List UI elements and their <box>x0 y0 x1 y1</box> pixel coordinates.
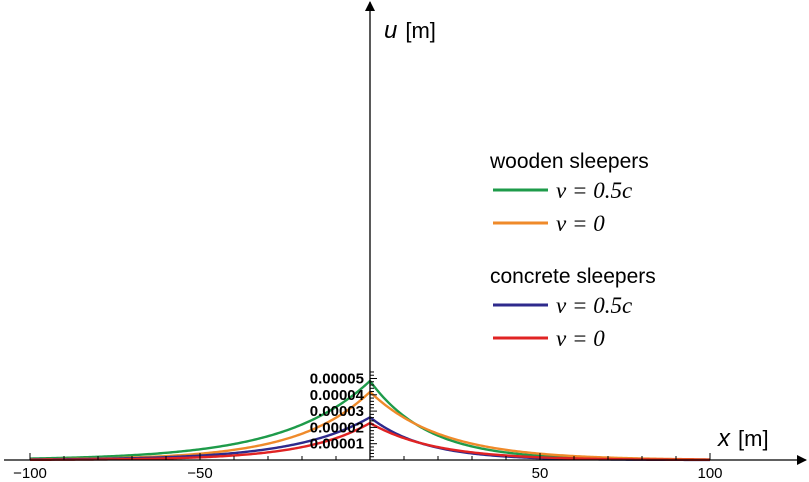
legend-entry-label: v = 0 <box>556 211 605 236</box>
legend: wooden sleepers v = 0.5c v = 0 concrete sle… <box>489 150 656 351</box>
axis-labels: u [m] x [m] <box>384 17 769 452</box>
y-axis-label: u [m] <box>384 17 436 44</box>
x-axis-label-variable: x <box>717 425 731 452</box>
x-axis-label-unit: [m] <box>738 426 769 451</box>
legend-entry-label: v = 0 <box>556 326 605 351</box>
y-axis-label-variable: u <box>384 17 397 44</box>
x-tick-label: −50 <box>187 465 212 482</box>
x-tick-label: 50 <box>532 465 549 482</box>
x-tick-label: 100 <box>697 465 722 482</box>
y-tick-label: 0.00002 <box>310 419 364 436</box>
y-axis-label-unit: [m] <box>405 18 436 43</box>
x-axis-label: x [m] <box>717 425 769 452</box>
x-tick-label: −100 <box>13 465 47 482</box>
y-tick-label: 0.00005 <box>310 371 364 388</box>
y-tick-label: 0.00004 <box>310 387 365 404</box>
legend-group-title: concrete sleepers <box>490 265 656 288</box>
legend-entry-label: v = 0.5c <box>556 293 632 318</box>
legend-group-title: wooden sleepers <box>489 150 649 173</box>
legend-entry-label: v = 0.5c <box>556 178 632 203</box>
y-tick-label: 0.00001 <box>310 436 364 453</box>
tick-layer: −100 −50 50 100 0.000010.000020.000030.00004… <box>13 371 722 482</box>
axes <box>4 1 807 465</box>
y-tick-label: 0.00003 <box>310 403 364 420</box>
